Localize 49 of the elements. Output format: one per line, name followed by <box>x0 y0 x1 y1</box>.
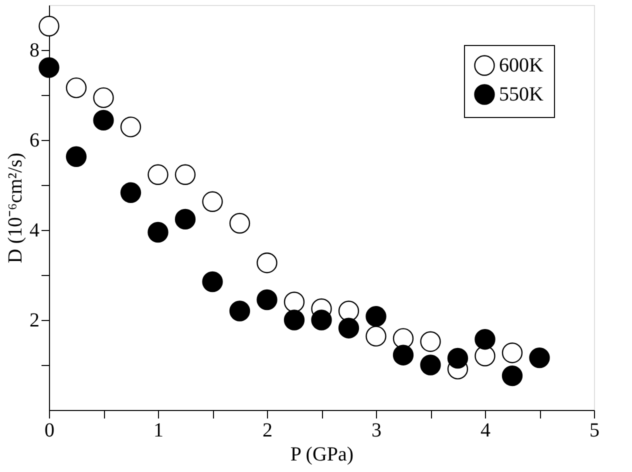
x-tick-label: 5 <box>590 420 600 442</box>
point <box>256 289 278 310</box>
point <box>229 300 250 322</box>
point <box>420 331 441 352</box>
point <box>148 164 168 185</box>
point <box>66 77 87 98</box>
point <box>93 87 114 108</box>
legend-label: 550K <box>499 84 544 106</box>
y-tick-label: 2 <box>30 310 40 332</box>
point <box>529 347 550 368</box>
point <box>366 306 386 327</box>
point <box>392 344 414 366</box>
x-tick-label: 1 <box>154 420 164 442</box>
point <box>502 365 523 386</box>
point <box>311 310 332 330</box>
point <box>174 208 196 230</box>
point <box>38 57 60 78</box>
point <box>474 329 496 350</box>
x-tick-label: 3 <box>372 420 382 442</box>
point <box>174 164 196 185</box>
point <box>148 222 168 243</box>
point <box>502 342 523 364</box>
point <box>120 116 142 138</box>
x-tick-label: 2 <box>262 420 272 442</box>
point <box>93 110 114 131</box>
point <box>202 271 223 292</box>
point <box>202 191 223 212</box>
point <box>284 310 305 330</box>
point <box>338 300 360 322</box>
y-tick-label: 8 <box>30 40 40 62</box>
point <box>38 16 60 36</box>
legend-label: 600K <box>499 54 544 76</box>
point <box>392 328 414 349</box>
point <box>366 326 386 347</box>
y-tick-label: 6 <box>30 130 40 152</box>
y-axis-title: D (10⁻⁶cm²/s) <box>4 152 26 264</box>
point <box>447 348 468 369</box>
x-axis-title: P (GPa) <box>290 444 354 466</box>
x-tick-label: 0 <box>44 420 54 442</box>
point <box>66 146 87 167</box>
point <box>120 182 142 203</box>
y-tick-label: 4 <box>30 220 40 242</box>
point <box>420 354 441 376</box>
point <box>338 318 360 338</box>
point <box>229 212 250 234</box>
point <box>256 252 278 274</box>
point <box>284 292 305 312</box>
point <box>474 346 496 366</box>
x-tick-label: 4 <box>480 420 490 442</box>
